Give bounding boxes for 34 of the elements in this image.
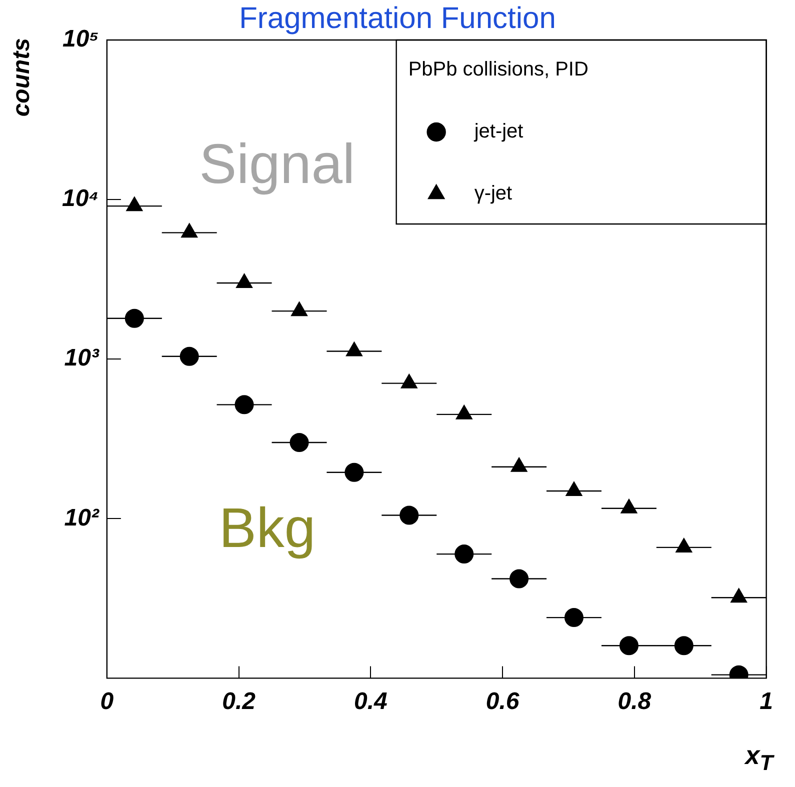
annotation: Bkg (219, 496, 316, 559)
point (454, 544, 474, 564)
chart-title: Fragmentation Function (239, 2, 556, 35)
point (510, 569, 529, 588)
point (290, 433, 309, 452)
point (126, 196, 143, 212)
point (564, 608, 584, 628)
point (180, 346, 199, 366)
annotation: Signal (199, 132, 355, 196)
point (344, 462, 364, 482)
x-tick-label: 0.6 (486, 688, 520, 716)
x-tick-label: 0 (100, 688, 114, 716)
legend-title: PbPb collisions, PID (408, 58, 588, 81)
point (290, 302, 308, 316)
point (456, 404, 472, 420)
legend-label: γ-jet (474, 182, 513, 205)
y-axis-title: counts (8, 38, 36, 117)
point (674, 636, 694, 656)
y-tick-label: 10⁴ (62, 185, 99, 212)
y-tick-label: 10² (64, 504, 100, 532)
legend-label: jet-jet (473, 120, 524, 143)
x-tick-label: 0.2 (222, 688, 256, 716)
point (400, 374, 418, 388)
x-tick-label: 0.8 (618, 688, 652, 716)
point (566, 482, 582, 496)
x-tick-label: 1 (760, 688, 774, 716)
point (619, 636, 638, 656)
point (400, 506, 419, 525)
point (234, 395, 254, 414)
point (236, 273, 253, 288)
y-tick-label: 10³ (64, 344, 100, 372)
x-axis-title: x$_{T}$ (745, 740, 773, 776)
x-tick-label: 0.4 (354, 688, 388, 716)
y-tick-label: 10⁵ (62, 26, 99, 53)
